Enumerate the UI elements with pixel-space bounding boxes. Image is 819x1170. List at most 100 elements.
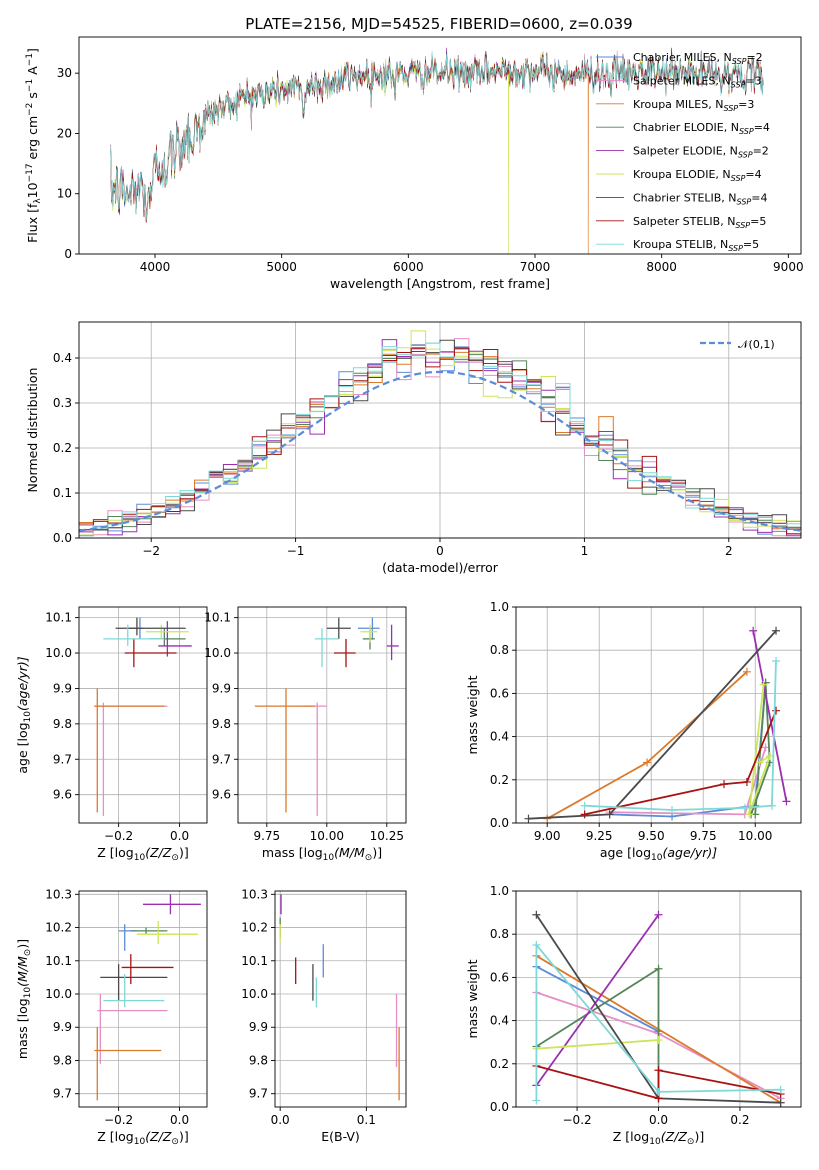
mass-weight-line-4 [535,914,660,1086]
y-tick-label: 10 [57,187,72,201]
x-axis-label: Z [log10(Z/Z⊙)] [613,1129,704,1147]
x-axis-label-part: )] [372,845,382,860]
y-tick-label: 1.0 [490,600,509,614]
mass-weight-marker-4 [654,910,663,919]
mass-weight-line-0 [609,682,767,818]
mass-weight-line-6 [528,630,777,820]
legend-sub: SSP [732,57,747,66]
x-axis-label: wavelength [Angstrom, rest frame] [330,276,550,291]
panel-spectrum: 4000 5000 6000 7000 8000 9000 0 10 20 30 wavelengt… [25,36,804,291]
x-axis-label-part: Z [log [97,845,133,860]
y-tick-label: 0.4 [490,730,509,744]
y-axis-label: age [log10(age/yr)] [15,656,33,773]
y-tick-label: 10.2 [241,921,268,935]
x-tick-label: 5000 [266,260,297,274]
legend-entry-5: Kroupa ELODIE, NSSP=4 [633,168,762,183]
y-axis-label-part: Flux [f [25,203,40,243]
legend-tail: =5 [743,238,759,251]
panel-residuals: −2 −1 0 1 2 0.0 0.1 0.2 0.3 0.4 (data-model)/error… [25,321,802,575]
y-tick-label: 9.8 [212,717,231,731]
mass-weight-marker-5 [654,1036,663,1045]
y-tick-label: 10.1 [45,611,72,625]
mass-weight-marker-8 [654,1087,663,1096]
mass-weight-line-7 [584,710,777,816]
errorbar-point-3 [130,927,168,935]
legend-tail: =5 [750,215,766,228]
x-axis-label-part: 10 [134,853,146,863]
mass-weight-marker-8 [668,806,677,815]
y-axis-label: mass weight [465,959,480,1038]
x-tick-label: 9000 [773,260,804,274]
mass-weight-line-5 [748,684,772,815]
errorbar-point-0 [358,617,380,639]
y-tick-label: 9.9 [212,681,231,695]
y-axis-label-part: age [log [15,722,30,773]
y-tick-label: 10.1 [204,611,231,625]
axes-frame [78,36,802,255]
mass-weight-marker-8 [772,657,781,665]
y-tick-label: 10.0 [45,987,72,1001]
x-tick-label: 7000 [520,260,551,274]
y-axis-label-part: ] [25,48,40,53]
y-tick-label: 0.6 [490,686,509,700]
x-axis-label-part: 10 [134,1137,146,1147]
x-axis-label-part: )] [694,1129,704,1144]
y-tick-label: 0.8 [490,927,509,941]
histogram-step-7 [79,348,801,535]
y-tick-label: 10.0 [45,646,72,660]
legend-sub: SSP [735,221,750,230]
x-axis-label-part: mass [log [262,845,323,860]
x-axis-label-part: ⊙ [687,1137,695,1147]
legend-sub: SSP [731,174,746,183]
y-tick-label: 0.2 [490,773,509,787]
y-tick-label: 10.3 [241,887,268,901]
charts-layer: 4000 5000 6000 7000 8000 90000102030wavelengt… [15,36,804,1147]
legend-sub: SSP [723,104,738,113]
legend-main: Salpeter ELODIE, N [633,145,738,158]
x-tick-label: −0.2 [563,1113,592,1127]
legend-main: Kroupa ELODIE, N [633,168,731,181]
x-axis-label-part: )] [179,1129,189,1144]
y-tick-label: 0.4 [490,1014,509,1028]
legend-main: Chabrier MILES, N [633,51,732,64]
mass-weight-marker-8 [776,1085,785,1094]
x-tick-label: 8000 [646,260,677,274]
x-axis-label: mass [log10(M/M⊙)] [262,845,382,863]
errorbar-point-6 [115,617,186,636]
y-tick-label: 9.8 [249,1053,268,1067]
x-axis-label: (data-model)/error [382,560,499,575]
errorbar-point-4 [158,621,192,657]
x-axis-label-part: 10 [651,853,663,863]
y-tick-label: 10.0 [241,987,268,1001]
mass-weight-line-7 [536,1065,781,1100]
mass-weight-marker-5 [755,758,764,767]
x-tick-label: 9.00 [534,829,561,843]
mass-weight-marker-8 [767,801,776,810]
mass-weight-marker-7 [654,1066,663,1075]
x-tick-label: 9.50 [638,829,665,843]
y-tick-label: 0.4 [53,351,72,365]
mass-weight-marker-7 [742,777,751,786]
errorbar-point-5 [360,624,378,643]
y-tick-label: 0.1 [53,486,72,500]
errorbar-point-7 [334,638,356,668]
legend-sub: SSP [728,244,743,253]
x-axis-label-part: (Z/Z [145,845,172,860]
y-tick-label: 0.6 [490,970,509,984]
y-tick-label: 1.0 [490,884,509,898]
panel-mass_vs_ebv: 0.0 0.1 9.7 9.8 9.9 10.0 10.1 10.2 10.3 E(B-V) [241,887,407,1144]
x-axis-label: E(B-V) [321,1129,360,1144]
errorbar-point-2 [254,688,315,813]
errorbar-point-4 [386,624,399,661]
y-axis-label: Flux [fλ10−17 erg cm−2 s−1 A−1] [25,48,43,243]
legend-entry-6: Chabrier STELIB, NSSP=4 [633,191,767,206]
mass-weight-marker-8 [740,803,749,812]
x-axis-label-part: (M/M [334,845,365,860]
y-tick-label: 9.6 [53,788,72,802]
y-tick-label: 0.2 [53,441,72,455]
errorbar-point-2 [94,688,165,813]
legend-entry-4: Salpeter ELODIE, NSSP=2 [633,145,769,160]
y-tick-label: 20 [57,126,72,140]
x-tick-label: 2 [725,544,733,558]
x-axis-label-part: age [log [600,845,651,860]
